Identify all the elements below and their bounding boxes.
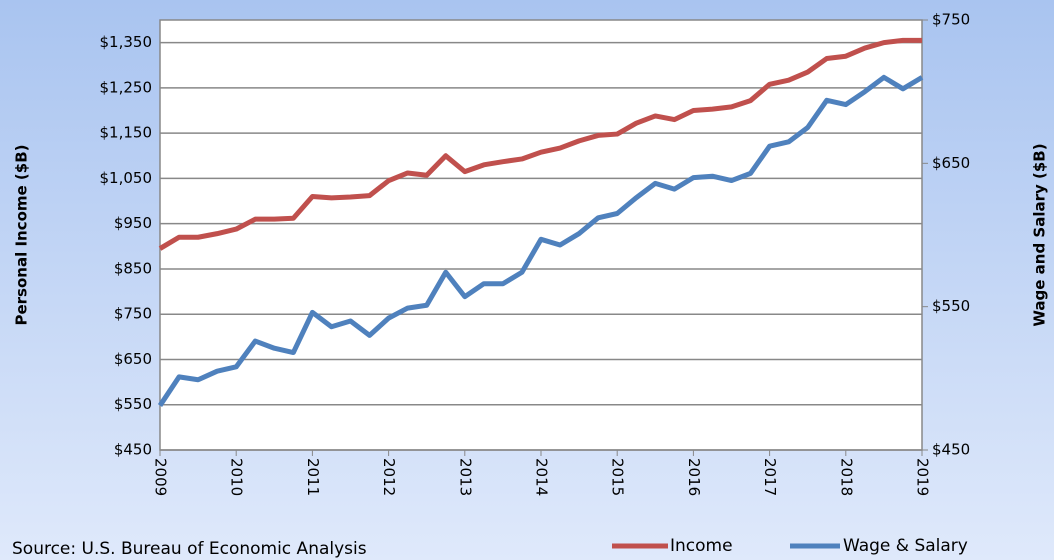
y-tick-label: $850	[114, 259, 152, 277]
x-tick-label: 2019	[914, 458, 932, 496]
y-tick-label: $1,350	[100, 33, 153, 51]
source-note: Source: U.S. Bureau of Economic Analysis	[12, 539, 367, 559]
y2-axis-title: Wage and Salary ($B)	[1031, 143, 1049, 326]
y-tick-label: $1,050	[100, 169, 153, 187]
x-tick-label: 2017	[761, 458, 779, 496]
y-axis-title: Personal Income ($B)	[13, 144, 31, 325]
x-tick-label: 2014	[533, 458, 551, 496]
y-tick-label: $750	[114, 305, 152, 323]
y2-tick-label: $650	[932, 154, 970, 172]
x-tick-label: 2012	[380, 458, 398, 496]
data-line	[157, 74, 924, 407]
x-tick-label: 2018	[837, 458, 855, 496]
x-tick-label: 2011	[304, 458, 322, 496]
y-tick-label: $950	[114, 214, 152, 232]
plot-area	[159, 19, 923, 451]
x-tick-label: 2015	[609, 458, 627, 496]
x-tick-label: 2016	[685, 458, 703, 496]
legend-label: Wage & Salary	[843, 536, 968, 556]
y2-tick-label: $750	[932, 11, 970, 29]
y-tick-label: $650	[114, 350, 152, 368]
y2-tick-label: $450	[932, 441, 970, 459]
y-tick-label: $1,150	[100, 124, 153, 142]
x-tick-label: 2013	[456, 458, 474, 496]
y-tick-label: $450	[114, 441, 152, 459]
legend-label: Income	[670, 536, 733, 556]
y-tick-label: $1,250	[100, 78, 153, 96]
data-line	[158, 37, 922, 251]
y2-tick-label: $550	[932, 297, 970, 315]
y-tick-label: $550	[114, 395, 152, 413]
x-tick-label: 2010	[228, 458, 246, 496]
x-tick-label: 2009	[152, 458, 170, 496]
